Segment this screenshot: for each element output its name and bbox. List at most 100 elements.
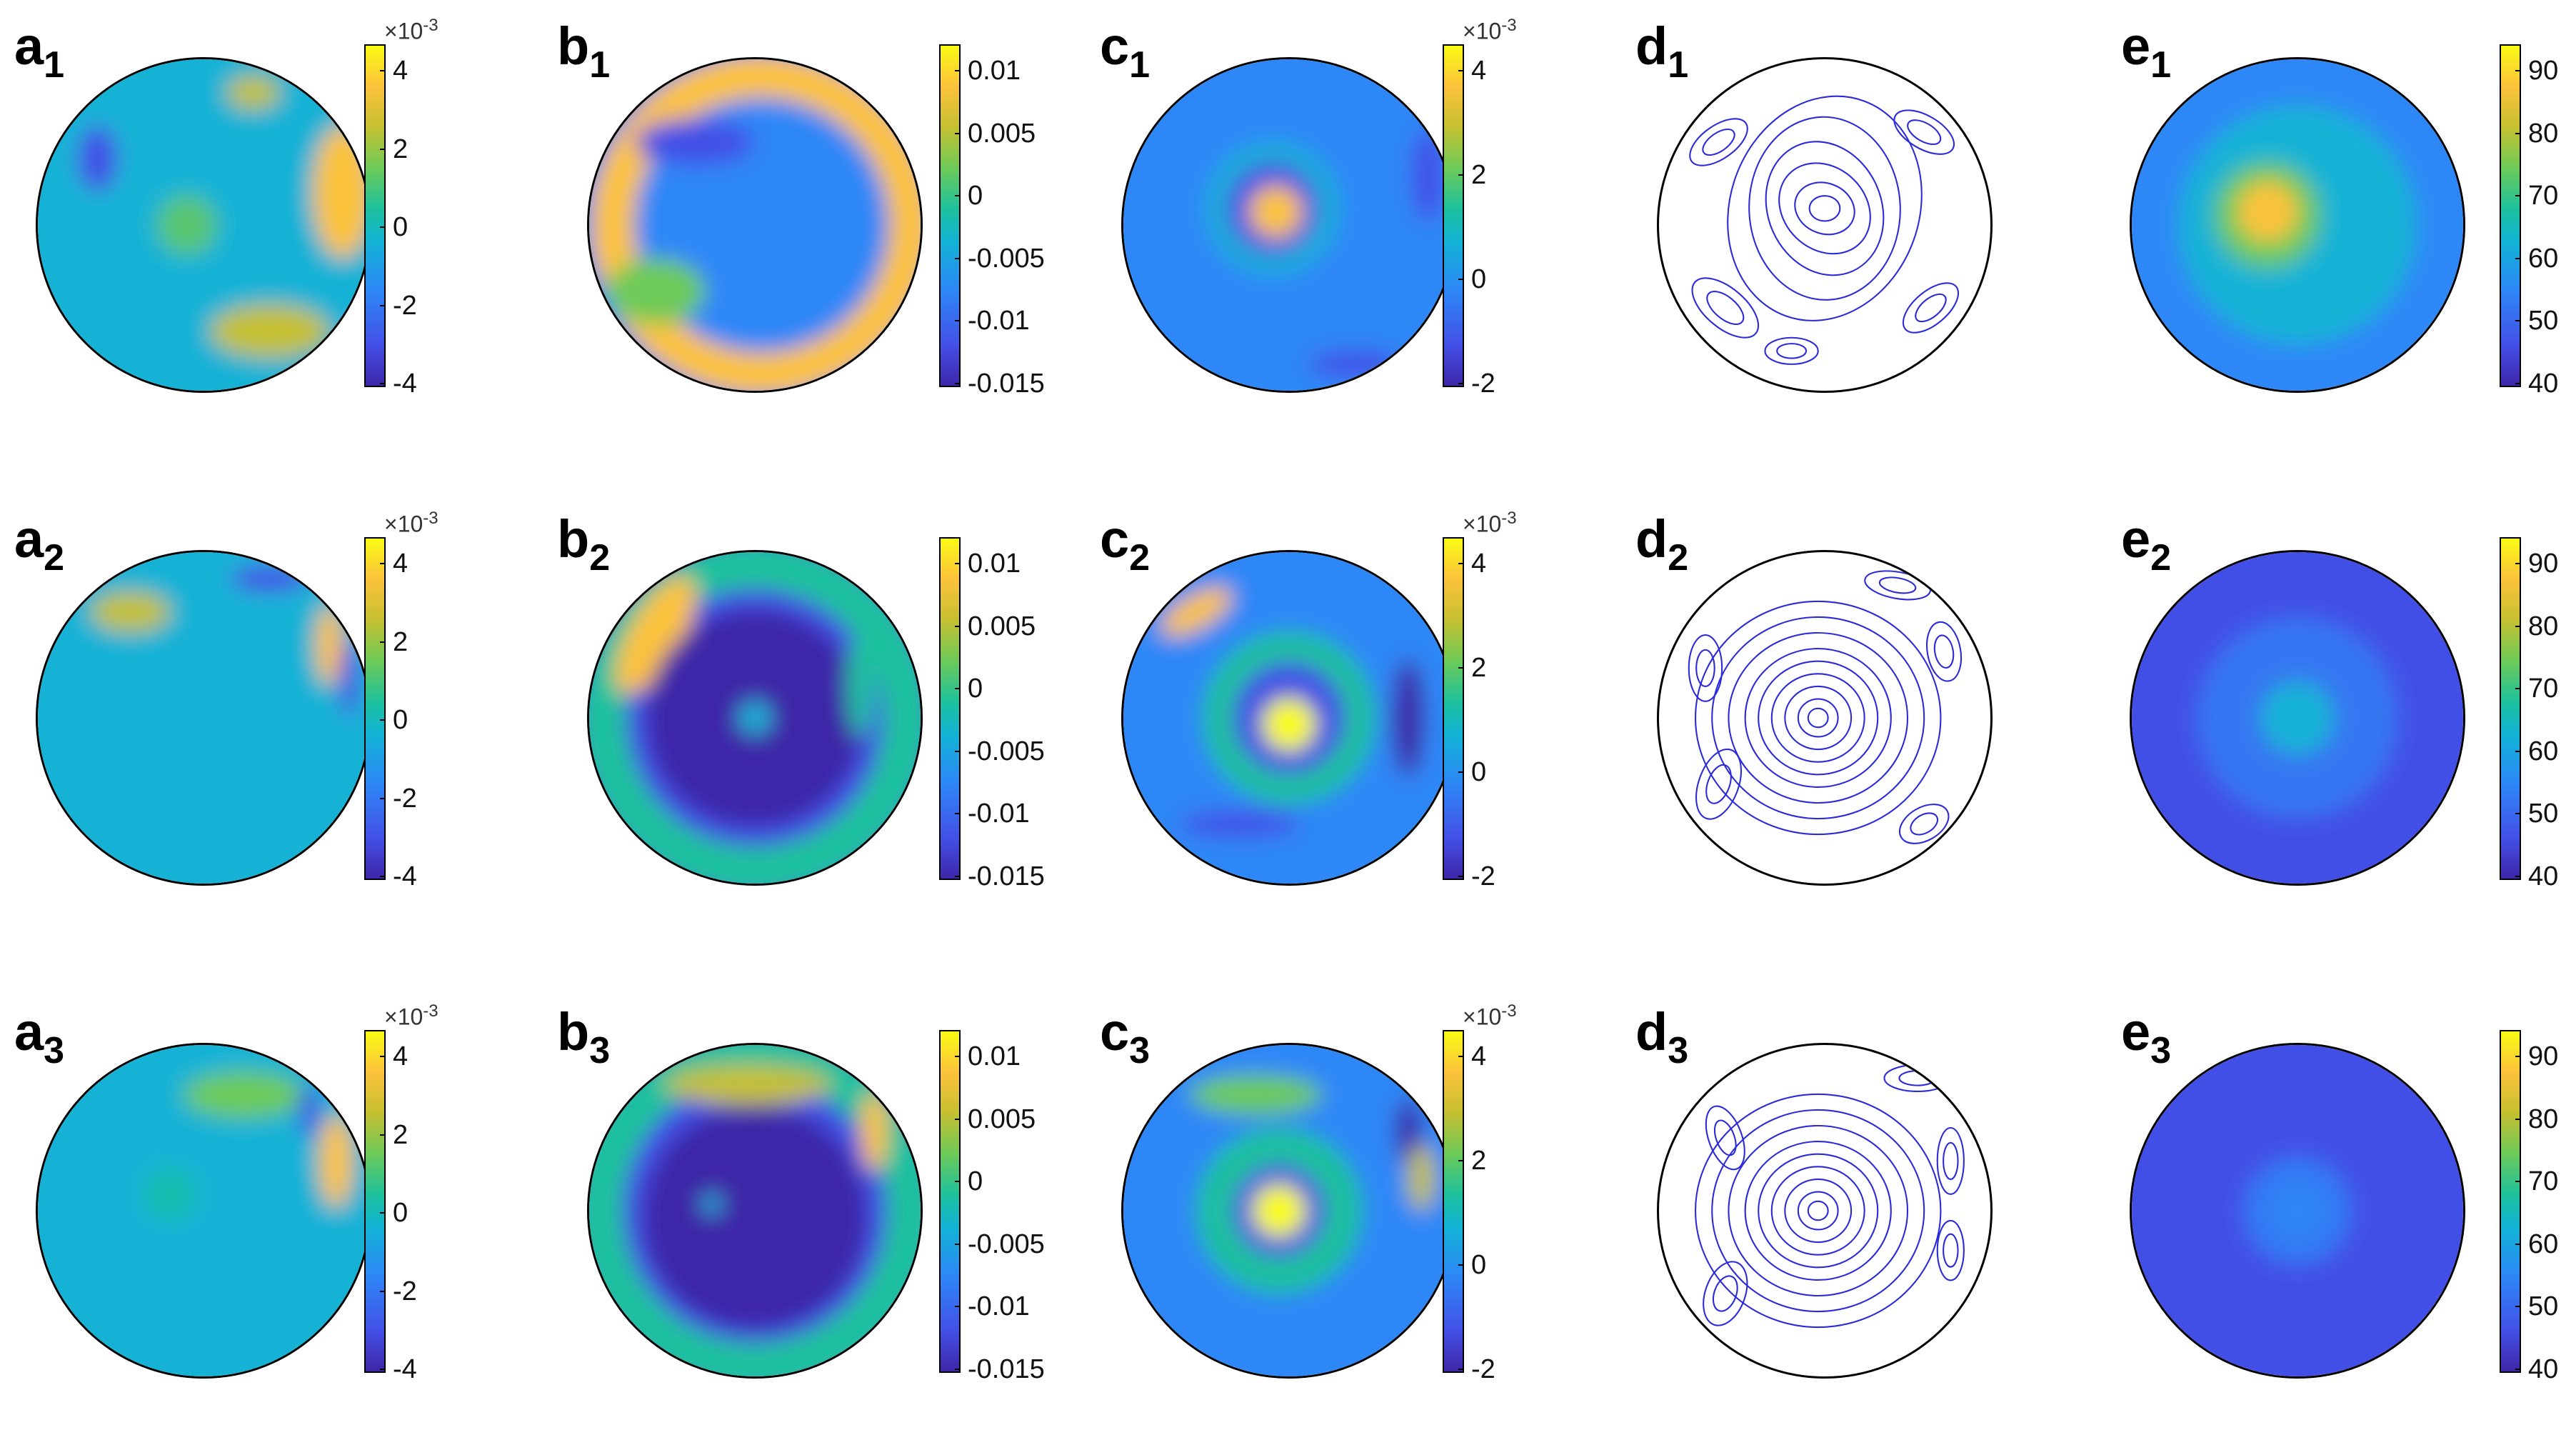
colorbar-tick: [1458, 383, 1464, 384]
panel-label: c1: [1100, 20, 1150, 84]
colorbar-tick: [955, 1181, 961, 1183]
colorbar-tick: [1458, 1264, 1464, 1266]
colorbar-tick-label: 90: [2528, 1041, 2559, 1071]
colorbar-tick-label: 0: [1471, 264, 1487, 294]
panel-label-letter: c: [1100, 16, 1130, 76]
colorbar-tick-label: 0: [393, 212, 409, 242]
contour-disk: [2130, 57, 2465, 393]
colorbar-tick: [955, 70, 961, 71]
colorbar-tick-label: 90: [2528, 549, 2559, 579]
colorbar: [2500, 537, 2521, 880]
panel-a2: a2 ×10-3 4 2 0 -2 -4: [0, 493, 514, 957]
panel-e3: e3 90 80 70 60 50 40: [2107, 986, 2576, 1450]
colorbar-tick: [380, 383, 386, 384]
panel-label-subscript: 2: [2150, 537, 2172, 579]
colorbar-tick-label: 40: [2528, 369, 2559, 399]
colorbar-tick: [955, 383, 961, 384]
colorbar-tick-label: 4: [1471, 56, 1487, 86]
colorbar-tick: [1458, 667, 1464, 669]
panel-label: d2: [1635, 513, 1688, 577]
panel-c2: c2 ×10-3 4 2 0 -2: [1086, 493, 1600, 957]
panel-label-letter: d: [1635, 16, 1668, 76]
colorbar-tick-label: -0.005: [968, 736, 1045, 766]
multiplier-exponent: -3: [423, 16, 438, 35]
panel-b3: b3 0.01 0.005 0 -0.005 -0.01 -0.015: [543, 986, 1057, 1450]
panel-label: d1: [1635, 20, 1688, 84]
colorbar-tick: [380, 641, 386, 643]
colorbar-multiplier: ×10-3: [384, 510, 438, 536]
colorbar-tick: [380, 226, 386, 228]
colorbar-tick: [955, 1118, 961, 1120]
colorbar-tick: [2515, 1056, 2521, 1057]
colorbar-tick: [380, 563, 386, 564]
colorbar-tick: [2515, 1181, 2521, 1183]
colorbar-tick-label: 80: [2528, 118, 2559, 149]
colorbar-tick: [380, 797, 386, 799]
contour-disk: [1121, 1043, 1457, 1379]
colorbar-tick: [380, 304, 386, 306]
streamline-disk: [1657, 1043, 1993, 1379]
colorbar-tick: [955, 195, 961, 197]
panel-a1: a1 ×10-3 4 2 0 -2 -4: [0, 0, 514, 464]
panel-label: e2: [2121, 513, 2172, 579]
colorbar-tick-label: 0.01: [968, 1041, 1021, 1071]
colorbar-tick: [955, 563, 961, 564]
panel-label-letter: a: [14, 16, 44, 76]
panel-label: e1: [2121, 20, 2171, 84]
panel-label-subscript: 3: [44, 1030, 65, 1071]
panel-label-letter: c: [1100, 1002, 1130, 1061]
colorbar: [939, 1030, 961, 1373]
colorbar-tick: [955, 1369, 961, 1370]
colorbar-tick-label: 60: [2528, 1229, 2559, 1259]
panel-e2: e2 90 80 70 60 50 40: [2107, 493, 2576, 957]
colorbar: [1443, 44, 1464, 387]
panel-d2: d2: [1621, 493, 2135, 957]
colorbar-tick: [380, 1369, 386, 1370]
colorbar-tick-label: 4: [393, 1041, 409, 1071]
colorbar-tick: [2515, 70, 2521, 71]
panel-label-subscript: 2: [44, 537, 65, 579]
panel-label-subscript: 1: [1129, 44, 1151, 86]
panel-label-letter: a: [14, 1002, 44, 1061]
colorbar-tick: [955, 1056, 961, 1057]
colorbar-tick-label: -4: [393, 369, 417, 399]
multiplier-exponent: -3: [1501, 509, 1517, 528]
colorbar-multiplier: ×10-3: [1463, 1003, 1517, 1029]
panel-label: a1: [14, 20, 64, 84]
panel-label-letter: e: [2121, 1002, 2151, 1061]
colorbar-tick-label: 4: [1471, 549, 1487, 579]
panel-label: b2: [557, 513, 610, 577]
panel-label-subscript: 3: [589, 1030, 611, 1071]
contour-disk: [36, 550, 371, 886]
colorbar-multiplier: ×10-3: [384, 17, 438, 43]
streamline-disk: [1657, 550, 1993, 886]
multiplier-base: ×10: [1463, 1004, 1502, 1030]
colorbar-tick-label: 0: [968, 674, 983, 704]
panel-label-letter: c: [1100, 509, 1130, 569]
multiplier-base: ×10: [384, 1004, 424, 1030]
colorbar-tick-label: -2: [393, 1276, 417, 1306]
colorbar-multiplier: ×10-3: [1463, 17, 1517, 43]
colorbar-tick: [2515, 195, 2521, 197]
colorbar: [939, 537, 961, 880]
multiplier-exponent: -3: [1501, 16, 1517, 35]
colorbar-tick-label: 4: [1471, 1041, 1487, 1071]
colorbar-tick: [2515, 625, 2521, 627]
panel-label: c3: [1100, 1006, 1150, 1070]
contour-disk: [36, 1043, 371, 1379]
colorbar-tick-label: 0: [1471, 1250, 1487, 1280]
colorbar-tick: [1458, 876, 1464, 877]
colorbar-tick: [955, 1243, 961, 1245]
colorbar-tick: [955, 750, 961, 752]
colorbar-tick: [380, 719, 386, 721]
colorbar-tick-label: 0: [1471, 757, 1487, 787]
contour-disk: [2130, 550, 2465, 886]
contour-disk: [1121, 550, 1457, 886]
colorbar-tick: [955, 876, 961, 877]
colorbar-tick: [2515, 813, 2521, 815]
colorbar-tick: [2515, 257, 2521, 259]
colorbar-tick-label: 40: [2528, 1354, 2559, 1384]
panel-label-letter: e: [2121, 16, 2151, 76]
panel-label-subscript: 1: [2150, 44, 2172, 86]
colorbar-tick-label: 0: [393, 705, 409, 735]
